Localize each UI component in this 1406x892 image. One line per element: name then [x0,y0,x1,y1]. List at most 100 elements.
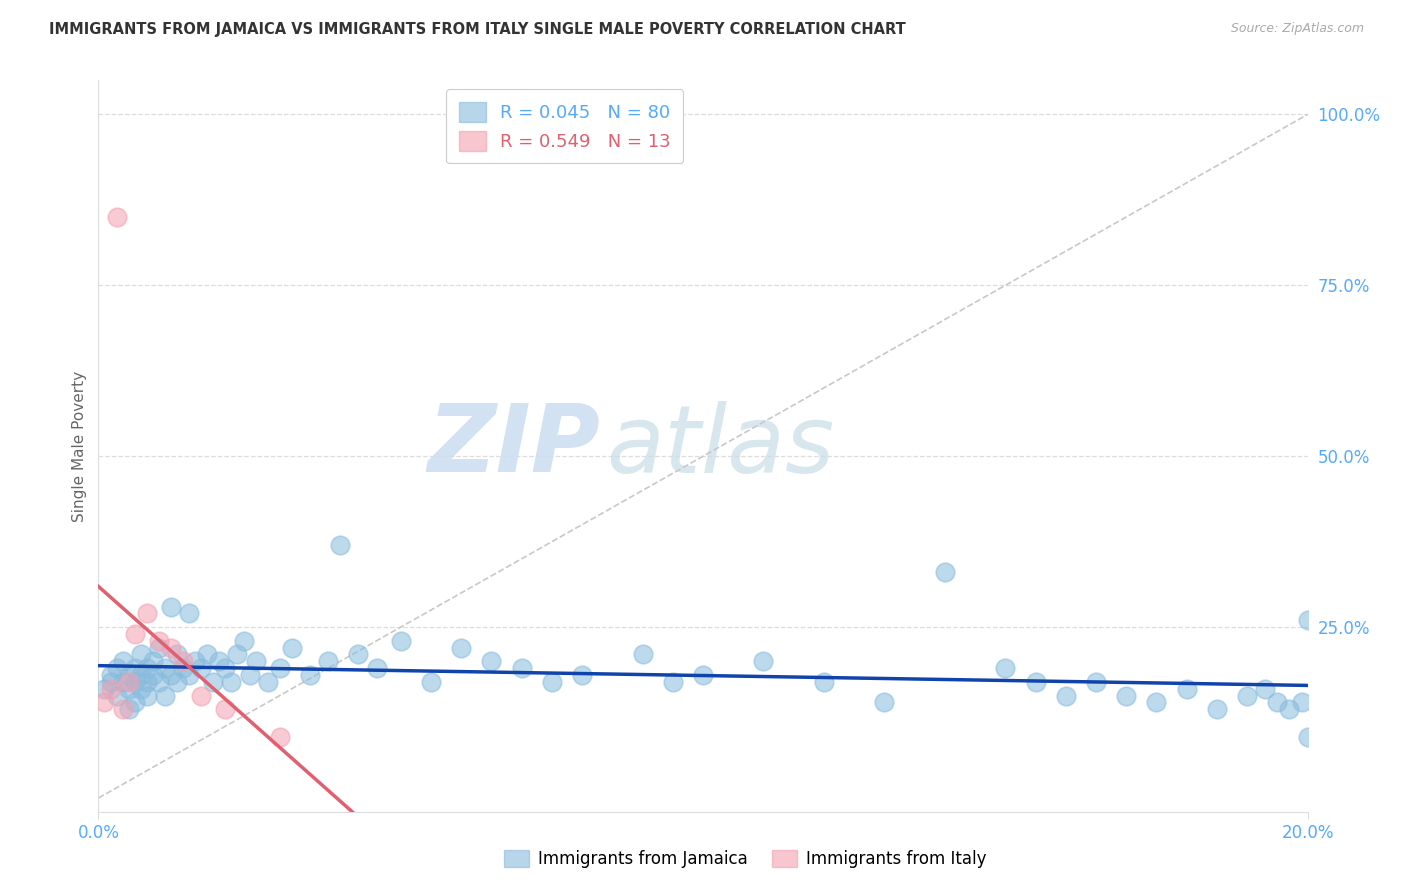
Point [1144,695,1167,709]
Point [1291,695,1313,709]
Point [389,633,412,648]
Point [214,661,236,675]
Y-axis label: Single Male Poverty: Single Male Poverty [72,370,87,522]
Point [540,674,562,689]
Point [100,668,122,682]
Point [93,681,115,696]
Point [160,668,183,682]
Point [269,661,291,675]
Point [1175,681,1198,696]
Point [166,674,188,689]
Point [142,668,165,682]
Text: atlas: atlas [606,401,835,491]
Point [135,674,157,689]
Point [269,730,291,744]
Point [329,538,352,552]
Point [160,599,183,614]
Point [135,661,157,675]
Point [135,607,157,621]
Point [100,681,122,696]
Point [232,633,254,648]
Point [148,633,170,648]
Point [1296,730,1319,744]
Point [179,668,201,682]
Point [124,661,146,675]
Point [510,661,533,675]
Point [118,668,141,682]
Point [692,668,714,682]
Point [153,689,176,703]
Point [873,695,896,709]
Point [129,648,152,662]
Text: Source: ZipAtlas.com: Source: ZipAtlas.com [1230,22,1364,36]
Point [111,674,134,689]
Point [214,702,236,716]
Point [934,566,956,580]
Point [124,674,146,689]
Point [245,654,267,668]
Point [1024,674,1046,689]
Point [105,661,128,675]
Point [93,695,115,709]
Point [1054,689,1077,703]
Point [148,640,170,655]
Point [316,654,339,668]
Legend: Immigrants from Jamaica, Immigrants from Italy: Immigrants from Jamaica, Immigrants from… [498,843,993,875]
Point [239,668,262,682]
Point [481,654,503,668]
Point [111,654,134,668]
Point [208,654,231,668]
Point [450,640,472,655]
Point [190,661,212,675]
Legend: R = 0.045   N = 80, R = 0.549   N = 13: R = 0.045 N = 80, R = 0.549 N = 13 [446,89,683,163]
Point [160,640,183,655]
Point [752,654,775,668]
Point [129,668,152,682]
Point [118,702,141,716]
Point [118,681,141,696]
Point [813,674,835,689]
Point [366,661,388,675]
Point [661,674,683,689]
Point [135,689,157,703]
Point [153,661,176,675]
Text: IMMIGRANTS FROM JAMAICA VS IMMIGRANTS FROM ITALY SINGLE MALE POVERTY CORRELATION: IMMIGRANTS FROM JAMAICA VS IMMIGRANTS FR… [49,22,905,37]
Point [148,674,170,689]
Point [202,674,225,689]
Point [124,627,146,641]
Point [281,640,304,655]
Point [179,607,201,621]
Point [299,668,322,682]
Point [124,695,146,709]
Point [256,674,278,689]
Point [184,654,207,668]
Point [1278,702,1301,716]
Text: ZIP: ZIP [427,400,600,492]
Point [142,654,165,668]
Point [172,654,194,668]
Point [420,674,443,689]
Point [1206,702,1229,716]
Point [166,648,188,662]
Point [105,210,128,224]
Point [226,648,249,662]
Point [571,668,593,682]
Point [1115,689,1137,703]
Point [1236,689,1258,703]
Point [1296,613,1319,627]
Point [111,702,134,716]
Point [195,648,218,662]
Point [172,661,194,675]
Point [994,661,1017,675]
Point [129,681,152,696]
Point [631,648,654,662]
Point [347,648,370,662]
Point [118,674,141,689]
Point [1085,674,1108,689]
Point [100,674,122,689]
Point [221,674,243,689]
Point [190,689,212,703]
Point [1254,681,1277,696]
Point [1267,695,1289,709]
Point [105,689,128,703]
